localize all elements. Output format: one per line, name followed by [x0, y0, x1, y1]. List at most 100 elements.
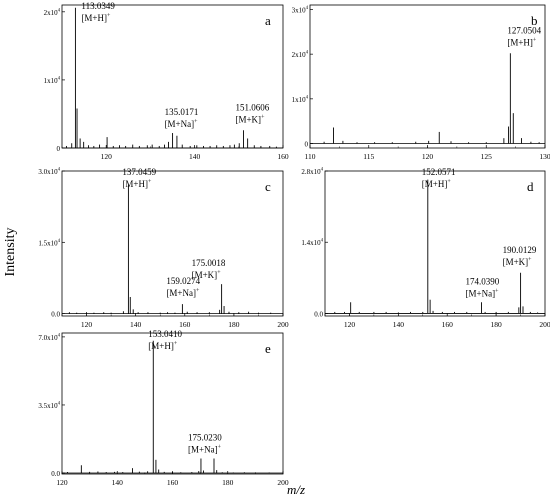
peak-mass-label: 135.0171	[165, 107, 199, 117]
spectrum-panel-c: 120 140 160 180 200 0.0 1.5x104 3.0x104 137.0459…	[38, 167, 289, 329]
x-axis-label: m/z	[287, 482, 305, 497]
y-tick-label: 0	[305, 141, 309, 149]
peak-mass-label: 113.0349	[81, 1, 115, 11]
y-tick-exponent: 4	[58, 8, 61, 13]
ion-charge-sup: +	[107, 13, 111, 19]
peak-mass-label: 137.0459	[122, 167, 156, 177]
plot-frame	[61, 170, 284, 317]
plot-frame	[324, 170, 546, 317]
y-tick-label: 3x104	[292, 6, 309, 15]
panels-group: 120 140 160 0 1x104 2x104 113.0349 [M+H]+ 135.01…	[38, 1, 550, 487]
y-tick-label: 1.5x104	[38, 239, 60, 248]
x-tick-label: 125	[481, 152, 493, 161]
x-tick-label: 140	[189, 152, 201, 161]
x-tick-label: 120	[101, 152, 113, 161]
x-tick-label: 120	[81, 320, 93, 329]
x-tick-label: 180	[228, 320, 240, 329]
y-axis-label: Intensity	[3, 228, 18, 277]
x-tick-label: 140	[130, 320, 142, 329]
y-tick-label: 1x104	[292, 95, 309, 104]
peak-ion-label: [M+K]+	[235, 114, 265, 124]
peak-mass-label: 159.0274	[166, 276, 200, 286]
peak-ion-label: [M+Na]+	[165, 119, 199, 129]
peak-mass-label: 174.0390	[466, 276, 500, 286]
x-tick-label: 130	[539, 152, 550, 161]
plot-frame	[61, 332, 284, 475]
x-tick-label: 200	[277, 320, 289, 329]
y-tick-label: 1.4x104	[301, 239, 323, 248]
y-tick-exponent: 4	[58, 401, 61, 406]
peak-mass-label: 152.0571	[422, 167, 456, 177]
x-tick-label: 180	[490, 320, 502, 329]
x-tick-label: 160	[179, 320, 191, 329]
ion-charge-sup: +	[447, 179, 451, 185]
peak-mass-label: 127.0504	[507, 25, 541, 35]
y-tick-label: 2x104	[292, 51, 309, 60]
y-tick-label: 0.0	[51, 311, 60, 319]
peak-ion-label: [M+Na]+	[466, 288, 500, 298]
panel-letter: b	[531, 13, 538, 28]
y-tick-label: 2x104	[44, 8, 61, 17]
peak-ion-label: [M+K]+	[503, 257, 533, 267]
x-tick-label: 140	[393, 320, 405, 329]
y-tick-label: 1x104	[44, 76, 61, 85]
ion-charge-sup: +	[495, 288, 499, 294]
x-tick-label: 140	[112, 478, 124, 487]
y-tick-exponent: 4	[58, 239, 61, 244]
x-tick-label: 120	[56, 478, 68, 487]
spectrum-panel-b: 110 115 120 125 130 0 1x104 2x104 3x104 127.0504 […	[292, 4, 550, 161]
ion-charge-sup: +	[533, 37, 537, 43]
peak-ion-label: [M+H]+	[422, 179, 452, 189]
peak-ion-label: [M+H]+	[122, 179, 152, 189]
y-tick-label: 0.0	[51, 470, 60, 478]
panel-letter: d	[527, 179, 534, 194]
ion-charge-sup: +	[196, 288, 200, 294]
x-tick-label: 160	[277, 152, 289, 161]
x-tick-label: 115	[363, 152, 374, 161]
y-tick-exponent: 4	[58, 76, 61, 81]
peak-mass-label: 175.0018	[192, 258, 226, 268]
ion-charge-sup: +	[528, 257, 532, 263]
y-tick-exponent: 4	[58, 333, 61, 338]
peak-ion-label: [M+H]+	[507, 37, 537, 47]
ion-charge-sup: +	[194, 119, 198, 125]
peak-mass-label: 175.0230	[188, 432, 222, 442]
x-tick-label: 200	[277, 478, 289, 487]
x-tick-label: 120	[344, 320, 356, 329]
y-tick-exponent: 4	[306, 51, 309, 56]
peak-ion-label: [M+K]+	[192, 270, 222, 280]
x-tick-label: 160	[167, 478, 179, 487]
y-tick-label: 3.5x104	[38, 401, 60, 410]
x-tick-label: 120	[422, 152, 434, 161]
ion-charge-sup: +	[174, 341, 178, 347]
spectrum-panel-d: 120 140 160 180 200 0.0 1.4x104 2.8x104 152.0571…	[301, 167, 550, 329]
spectrum-panel-a: 120 140 160 0 1x104 2x104 113.0349 [M+H]+ 135.01…	[44, 1, 289, 161]
y-tick-exponent: 4	[321, 239, 324, 244]
y-tick-exponent: 4	[306, 6, 309, 11]
panel-letter: a	[265, 13, 271, 28]
y-tick-exponent: 4	[321, 168, 324, 173]
ion-charge-sup: +	[148, 179, 152, 185]
ion-charge-sup: +	[217, 270, 221, 276]
y-tick-label: 7.0x104	[38, 333, 60, 342]
peak-ion-label: [M+Na]+	[166, 288, 200, 298]
peak-ion-label: [M+Na]+	[188, 444, 222, 454]
x-tick-label: 180	[222, 478, 234, 487]
x-tick-label: 160	[442, 320, 454, 329]
ion-charge-sup: +	[261, 114, 265, 120]
x-tick-label: 110	[305, 152, 316, 161]
spectrum-panel-e: 120 140 160 180 200 0.0 3.5x104 7.0x104 153.0410…	[38, 329, 289, 487]
ion-charge-sup: +	[218, 444, 222, 450]
panel-letter: c	[265, 179, 271, 194]
y-tick-label: 2.8x104	[301, 168, 323, 177]
y-tick-exponent: 4	[306, 95, 309, 100]
y-tick-label: 0.0	[314, 310, 323, 318]
y-tick-exponent: 4	[58, 168, 61, 173]
peak-mass-label: 153.0410	[148, 329, 182, 339]
x-tick-label: 200	[539, 320, 550, 329]
y-tick-label: 3.0x104	[38, 168, 60, 177]
peak-mass-label: 190.0129	[503, 245, 537, 255]
peak-ion-label: [M+H]+	[81, 13, 111, 23]
y-tick-label: 0	[57, 145, 61, 153]
